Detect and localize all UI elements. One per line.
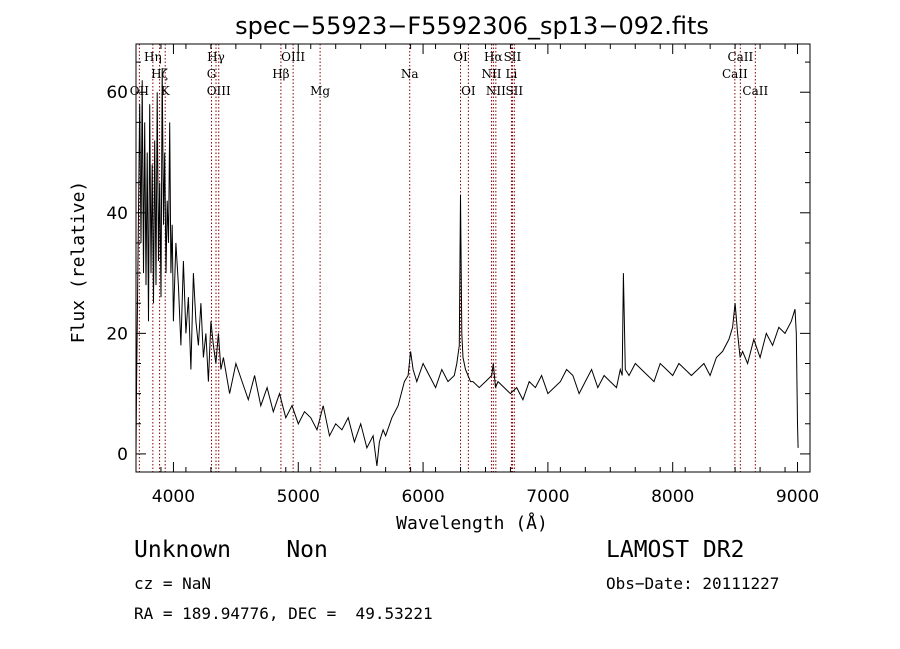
axis-ticks: 4000 5000 6000 7000 8000 9000 0 20 40 60	[106, 44, 819, 507]
object-class: Unknown Non	[134, 537, 328, 563]
line-label: OIII	[281, 50, 305, 64]
y-tick-label: 40	[106, 204, 128, 224]
x-tick-label: 7000	[526, 487, 569, 507]
x-tick-label: 5000	[277, 487, 320, 507]
line-markers	[138, 44, 756, 472]
chart-title: spec−55923−F5592306_sp13−092.fits	[235, 12, 709, 40]
line-label: NII	[481, 67, 501, 81]
x-axis-label: Wavelength (Å)	[396, 512, 548, 534]
x-tick-label: 9000	[776, 487, 819, 507]
line-label: Hβ	[272, 67, 289, 81]
line-label: SII	[505, 84, 523, 98]
line-label: K	[161, 84, 171, 98]
line-label: G	[207, 67, 217, 81]
y-tick-label: 20	[106, 324, 128, 344]
y-tick-label: 0	[117, 445, 128, 465]
survey-name: LAMOST DR2	[606, 537, 745, 563]
line-label: CaII	[742, 84, 768, 98]
line-label: CaII	[727, 50, 753, 64]
spectrum-line	[135, 68, 799, 467]
y-tick-label: 60	[106, 83, 128, 103]
observation-date: Obs−Date: 20111227	[606, 574, 780, 593]
line-label: Mg	[310, 84, 330, 98]
line-label: Li	[506, 67, 518, 81]
line-label: NII	[486, 84, 506, 98]
line-label: OI	[453, 50, 468, 64]
line-label: Hη	[144, 50, 162, 64]
redshift-readout: cz = NaN	[134, 574, 212, 593]
x-tick-label: 4000	[152, 487, 195, 507]
coordinates-readout: RA = 189.94776, DEC = 49.53221	[134, 604, 433, 623]
x-tick-label: 8000	[651, 487, 694, 507]
plot-frame	[135, 43, 811, 473]
line-label: CaII	[722, 67, 748, 81]
line-label: Na	[401, 67, 419, 81]
y-axis-label: Flux (relative)	[68, 181, 89, 344]
line-label: OII	[130, 84, 150, 98]
line-label: OI	[461, 84, 476, 98]
line-label: OIII	[207, 84, 231, 98]
line-label: SII	[504, 50, 522, 64]
line-label: Hγ	[207, 50, 225, 64]
line-label: Hα	[484, 50, 503, 64]
line-label: Hζ	[151, 67, 168, 81]
x-tick-label: 6000	[401, 487, 444, 507]
